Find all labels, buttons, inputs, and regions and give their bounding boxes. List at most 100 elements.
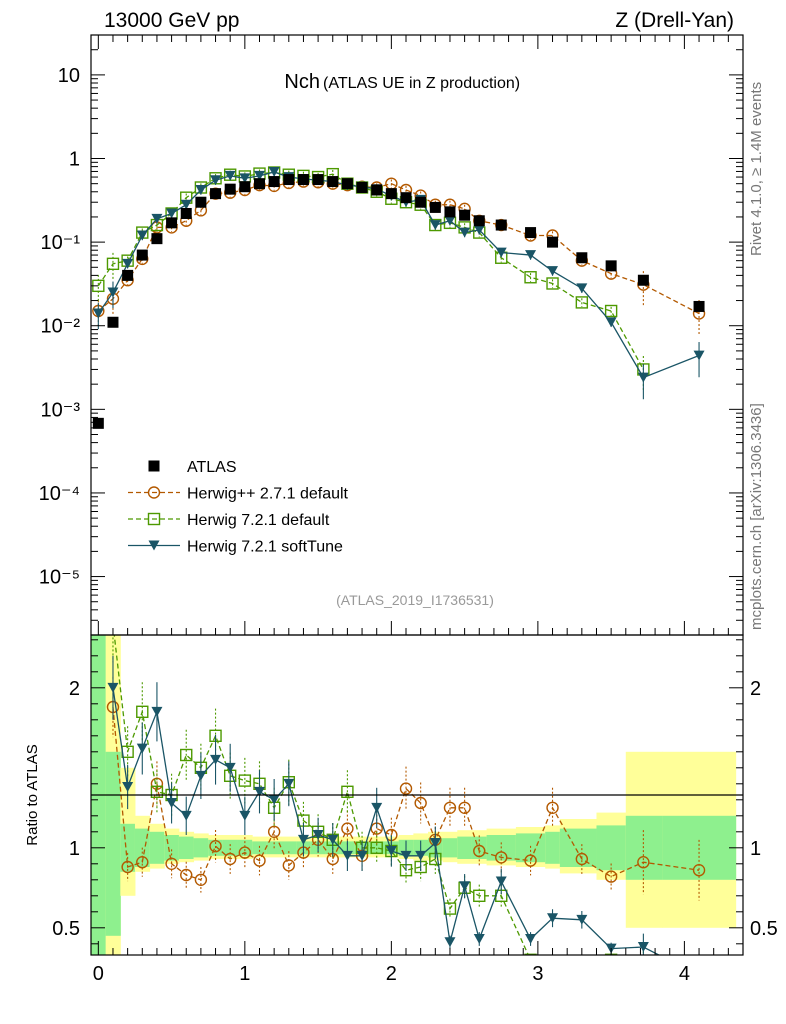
atlas-point <box>180 207 192 219</box>
herwig-softtune-ratio-point <box>195 770 207 781</box>
herwig-default-ratio-point <box>547 961 558 972</box>
herwig-default-point <box>575 296 589 309</box>
legend-marker-herwig-softtune <box>148 540 160 551</box>
atlas-point <box>341 178 353 190</box>
herwig-softtune-ratio-point <box>495 876 507 887</box>
band-inner-segment <box>222 839 239 856</box>
band-inner-segment <box>545 831 561 864</box>
herwig-softtune-ratio-point <box>312 830 324 840</box>
atlas-point <box>637 274 649 286</box>
atlas-point <box>210 188 222 200</box>
atlas-point <box>151 233 163 245</box>
herwig-softtune-ratio-point <box>694 971 705 981</box>
herwig-softtune-point <box>459 227 471 238</box>
band-inner-segment <box>178 836 195 859</box>
herwig-default-ratio-point <box>638 956 649 967</box>
ratio-ytick-label-right: 1 <box>750 838 761 860</box>
legend-label: Herwig 7.2.1 softTune <box>187 539 343 556</box>
main-ytick-label: 10⁻³ <box>41 399 81 421</box>
herwigpp-ratio-point <box>414 796 427 810</box>
band-inner-segment <box>457 836 473 859</box>
herwig-softtune-ratio-point <box>385 846 397 856</box>
herwigpp-ratio-point <box>253 854 266 867</box>
herwig-default-ratio-point <box>150 785 164 798</box>
herwig-softtune-point <box>210 175 222 186</box>
ratio-frame <box>90 634 744 956</box>
xtick-label: 1 <box>239 963 250 985</box>
xtick-label: 4 <box>679 963 690 985</box>
herwigpp-ratio-point <box>180 868 193 882</box>
xtick-label: 0 <box>93 963 104 985</box>
atlas-point <box>224 183 236 195</box>
herwig-softtune-ratio-point <box>356 850 368 861</box>
herwig-softtune-point <box>151 213 163 224</box>
band-inner-segment <box>596 825 627 871</box>
band-inner-segment <box>281 841 297 855</box>
herwig-softtune-point <box>107 287 119 298</box>
herwigpp-ratio-point <box>546 801 559 814</box>
band-inner-segment <box>149 831 165 864</box>
herwig-softtune-point <box>637 372 649 383</box>
herwigpp-ratio-point <box>604 870 618 883</box>
atlas-point <box>283 174 295 186</box>
herwig-softtune-ratio-point <box>429 838 441 848</box>
herwig-softtune-point <box>429 220 441 230</box>
herwig-default-ratio-point <box>341 785 354 798</box>
herwig-default-ratio-point <box>473 889 486 902</box>
herwig-softtune-ratio-point <box>444 937 456 948</box>
herwig-softtune-point <box>195 185 207 195</box>
chart-subtitle: (ATLAS UE in Z production) <box>323 75 520 92</box>
herwig-softtune-ratio-point <box>151 706 163 717</box>
herwig-softtune-ratio-point <box>166 798 178 808</box>
herwig-softtune-ratio-point <box>459 881 471 892</box>
analysis-label: (ATLAS_2019_I1736531) <box>336 592 494 608</box>
herwigpp-ratio-point <box>495 851 508 864</box>
atlas-point <box>605 260 617 272</box>
herwigpp-ratio-point <box>165 857 178 870</box>
herwig-softtune-point <box>605 317 617 328</box>
xtick-label: 2 <box>386 963 397 985</box>
ratio-ytick-label-right: 0.5 <box>750 918 778 940</box>
legend-label: Herwig 7.2.1 default <box>187 512 330 529</box>
herwig-default-point <box>106 257 120 271</box>
herwig-default-ratio-point <box>238 774 252 787</box>
atlas-point <box>253 178 265 190</box>
herwigpp-ratio-point <box>637 856 650 869</box>
ratio-axis-label: Ratio to ATLAS <box>24 744 41 845</box>
herwig-default-ratio-point <box>694 970 705 981</box>
ratio-ytick-label-right: 2 <box>750 678 761 700</box>
herwig-softtune-ratio-point <box>239 810 251 821</box>
legend-marker-atlas <box>148 460 160 472</box>
herwig-default-point <box>604 304 618 318</box>
atlas-point <box>327 176 339 188</box>
herwig-softtune-ratio-point <box>283 778 295 789</box>
main-ytick-label: 10⁻⁵ <box>39 567 80 589</box>
herwig-softtune-ratio-point <box>224 762 236 773</box>
herwig-softtune-line <box>97 171 700 379</box>
herwig-softtune-point <box>576 283 588 294</box>
legend-label: Herwig++ 2.7.1 default <box>187 486 349 503</box>
herwig-softtune-ratio-point <box>341 850 353 861</box>
herwig-softtune-point <box>224 170 236 181</box>
atlas-point <box>195 196 207 208</box>
atlas-point <box>239 181 251 193</box>
herwigpp-ratio-point <box>121 860 134 874</box>
herwig-softtune-point <box>92 308 104 319</box>
band-inner-segment <box>442 838 458 858</box>
atlas-point <box>525 227 537 239</box>
atlas-point <box>547 236 559 248</box>
herwig-softtune-point <box>444 215 456 226</box>
main-ytick-label: 1 <box>69 149 80 171</box>
herwig-softtune-ratio-point <box>525 934 537 944</box>
atlas-point <box>385 188 397 200</box>
herwigpp-ratio-point <box>209 840 222 853</box>
herwigpp-ratio-point <box>223 852 237 866</box>
herwig-softtune-ratio-point <box>210 754 222 765</box>
main-series-layer <box>92 166 706 429</box>
band-inner-segment <box>120 823 136 872</box>
herwig-softtune-point <box>525 250 537 261</box>
herwigpp-ratio-point <box>575 852 589 866</box>
herwig-softtune-ratio-point <box>297 834 309 845</box>
herwig-softtune-point <box>547 266 559 277</box>
